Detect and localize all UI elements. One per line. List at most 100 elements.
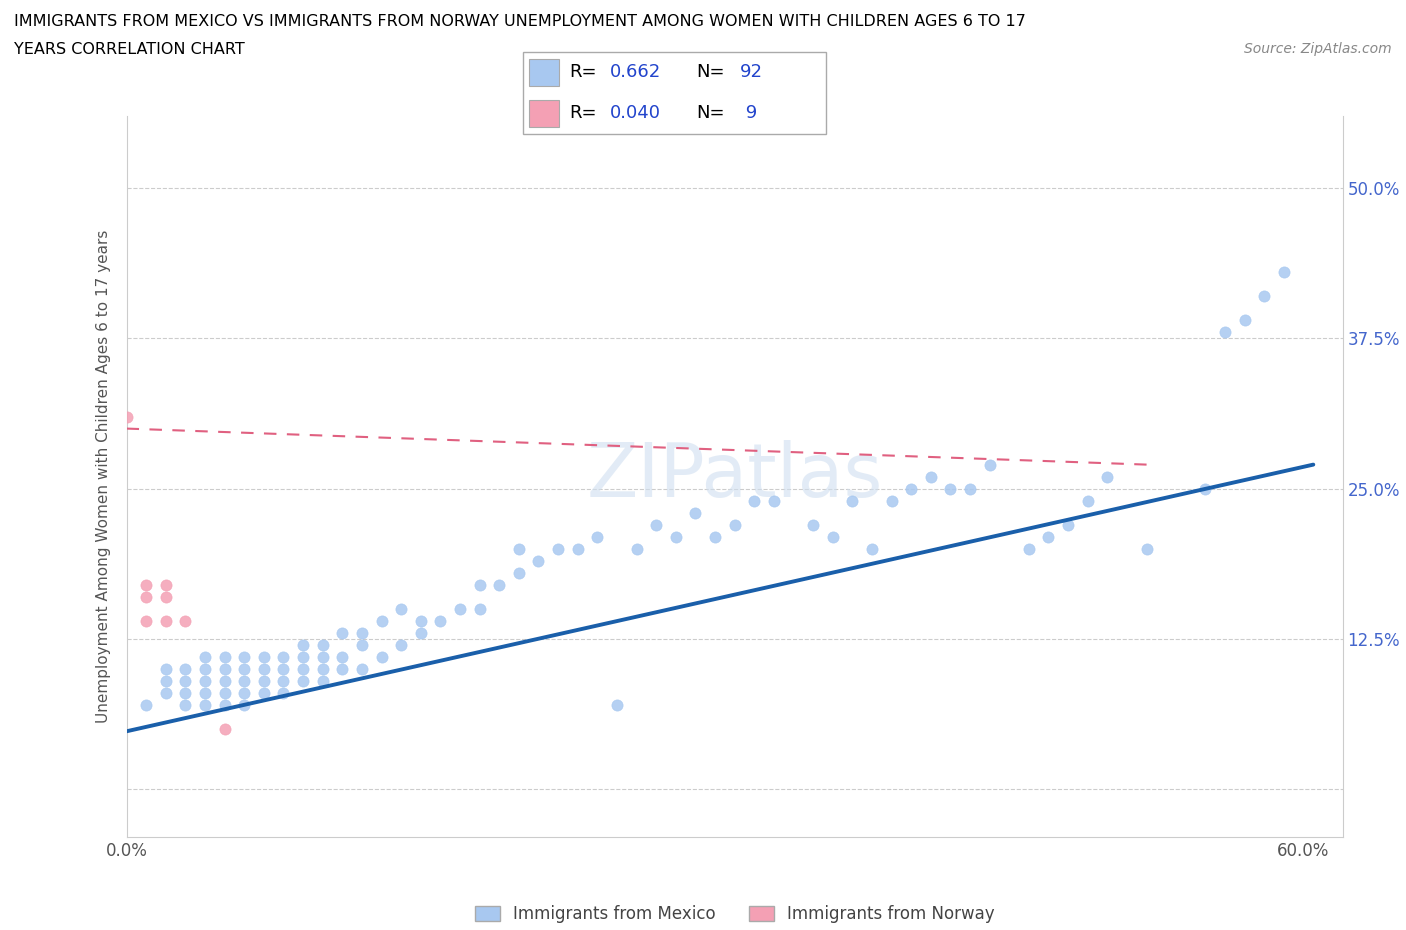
Point: [135, 590, 157, 604]
Point: [273, 661, 295, 676]
Point: [1233, 313, 1256, 328]
Point: [409, 614, 432, 629]
Point: [233, 649, 256, 664]
Point: [214, 722, 236, 737]
Point: [704, 529, 727, 544]
Point: [880, 493, 903, 508]
Point: [449, 602, 471, 617]
Point: [135, 698, 157, 712]
Point: [174, 614, 197, 629]
Point: [253, 673, 276, 688]
Point: [920, 470, 942, 485]
Point: [860, 541, 883, 556]
Point: [312, 637, 335, 652]
Point: [214, 698, 236, 712]
Point: [330, 661, 353, 676]
Point: [370, 649, 392, 664]
Point: [409, 625, 432, 640]
Point: [429, 614, 451, 629]
Point: [685, 505, 707, 520]
Text: ZIPatlas: ZIPatlas: [586, 440, 883, 513]
Point: [273, 673, 295, 688]
Point: [821, 529, 844, 544]
Point: [1253, 289, 1275, 304]
Point: [1272, 265, 1295, 280]
Point: [939, 481, 962, 496]
Point: [488, 578, 510, 592]
Point: [350, 637, 373, 652]
Point: [1135, 541, 1157, 556]
Point: [1077, 493, 1099, 508]
Point: [801, 517, 824, 532]
Text: IMMIGRANTS FROM MEXICO VS IMMIGRANTS FROM NORWAY UNEMPLOYMENT AMONG WOMEN WITH C: IMMIGRANTS FROM MEXICO VS IMMIGRANTS FRO…: [14, 14, 1026, 29]
Point: [135, 578, 157, 592]
FancyBboxPatch shape: [530, 59, 560, 86]
Point: [1194, 481, 1216, 496]
Point: [194, 673, 217, 688]
Point: [841, 493, 863, 508]
Point: [350, 625, 373, 640]
Point: [194, 661, 217, 676]
Point: [233, 685, 256, 700]
Text: Source: ZipAtlas.com: Source: ZipAtlas.com: [1244, 42, 1392, 56]
Point: [1213, 326, 1236, 340]
Point: [174, 661, 197, 676]
Point: [1097, 470, 1119, 485]
Point: [214, 649, 236, 664]
Text: 92: 92: [740, 63, 763, 81]
Point: [155, 673, 177, 688]
Text: 0.662: 0.662: [610, 63, 661, 81]
Point: [194, 649, 217, 664]
FancyBboxPatch shape: [530, 100, 560, 127]
Point: [155, 685, 177, 700]
Text: R=: R=: [569, 63, 598, 81]
Point: [742, 493, 765, 508]
Legend: Immigrants from Mexico, Immigrants from Norway: Immigrants from Mexico, Immigrants from …: [468, 898, 1001, 930]
Point: [665, 529, 688, 544]
Point: [292, 637, 315, 652]
Point: [900, 481, 922, 496]
Point: [194, 685, 217, 700]
Text: 0.040: 0.040: [610, 104, 661, 122]
Point: [547, 541, 569, 556]
Point: [253, 685, 276, 700]
Point: [312, 661, 335, 676]
Point: [370, 614, 392, 629]
Text: R=: R=: [569, 104, 598, 122]
Point: [253, 661, 276, 676]
Point: [312, 673, 335, 688]
Point: [312, 649, 335, 664]
Point: [626, 541, 648, 556]
Point: [586, 529, 609, 544]
Point: [959, 481, 981, 496]
Point: [174, 673, 197, 688]
Text: YEARS CORRELATION CHART: YEARS CORRELATION CHART: [14, 42, 245, 57]
Point: [567, 541, 589, 556]
Point: [174, 698, 197, 712]
Point: [350, 661, 373, 676]
Point: [389, 602, 412, 617]
Point: [174, 685, 197, 700]
Point: [214, 685, 236, 700]
Point: [233, 661, 256, 676]
Point: [155, 590, 177, 604]
Point: [468, 602, 491, 617]
Point: [508, 565, 530, 580]
Point: [979, 458, 1001, 472]
Point: [214, 673, 236, 688]
Point: [214, 661, 236, 676]
Point: [233, 698, 256, 712]
Point: [1038, 529, 1060, 544]
Point: [292, 661, 315, 676]
Point: [606, 698, 628, 712]
Point: [155, 578, 177, 592]
Point: [762, 493, 785, 508]
Point: [508, 541, 530, 556]
Point: [468, 578, 491, 592]
Point: [115, 409, 138, 424]
Point: [155, 661, 177, 676]
Text: N=: N=: [696, 63, 725, 81]
Point: [723, 517, 745, 532]
Point: [645, 517, 668, 532]
Text: 9: 9: [740, 104, 756, 122]
